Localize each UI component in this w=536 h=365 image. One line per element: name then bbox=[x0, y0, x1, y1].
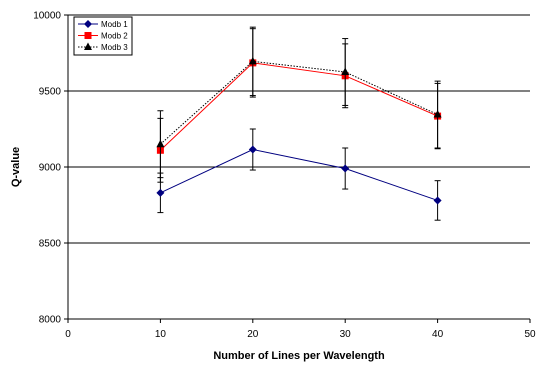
y-tick-label: 8000 bbox=[39, 315, 62, 326]
legend-label: Modb 2 bbox=[101, 32, 128, 41]
series-1 bbox=[156, 128, 442, 221]
legend-item: Modb 3 bbox=[78, 42, 128, 52]
series-line bbox=[160, 62, 438, 151]
y-tick-label: 10000 bbox=[33, 11, 61, 22]
series-3 bbox=[156, 26, 442, 179]
data-point bbox=[248, 56, 257, 65]
legend: Modb 1 Modb 2 Modb 3 bbox=[73, 16, 133, 56]
x-tick-label: 0 bbox=[65, 329, 71, 340]
x-axis-title: Number of Lines per Wavelength bbox=[213, 350, 385, 362]
data-point bbox=[341, 67, 350, 75]
legend-item: Modb 2 bbox=[78, 32, 128, 41]
series-line bbox=[160, 60, 438, 145]
series-line bbox=[160, 148, 438, 201]
x-tick-label: 20 bbox=[247, 329, 259, 340]
y-ticks: 8000 8500 9000 9500 10000 bbox=[33, 11, 68, 326]
data-point bbox=[156, 139, 165, 148]
legend-marker bbox=[84, 42, 92, 50]
grid-lines bbox=[68, 14, 530, 244]
legend-marker bbox=[84, 32, 92, 39]
series-layer bbox=[156, 26, 442, 221]
x-tick-label: 10 bbox=[155, 329, 167, 340]
legend-label: Modb 1 bbox=[101, 20, 128, 29]
x-ticks: 0 10 20 30 40 50 bbox=[65, 319, 536, 340]
data-point bbox=[433, 110, 442, 118]
y-tick-label: 9500 bbox=[39, 87, 62, 98]
data-point bbox=[156, 188, 165, 197]
y-tick-label: 8500 bbox=[39, 239, 62, 250]
x-tick-label: 40 bbox=[432, 329, 444, 340]
data-point bbox=[341, 164, 350, 173]
y-tick-label: 9000 bbox=[39, 163, 62, 174]
legend-label: Modb 3 bbox=[101, 43, 128, 52]
data-point bbox=[433, 196, 442, 205]
legend-marker bbox=[84, 20, 92, 28]
data-point bbox=[248, 145, 257, 154]
x-tick-label: 30 bbox=[340, 329, 352, 340]
x-tick-label: 50 bbox=[524, 329, 536, 340]
legend-item: Modb 1 bbox=[78, 20, 128, 29]
y-axis-title: Q-value bbox=[10, 147, 22, 187]
